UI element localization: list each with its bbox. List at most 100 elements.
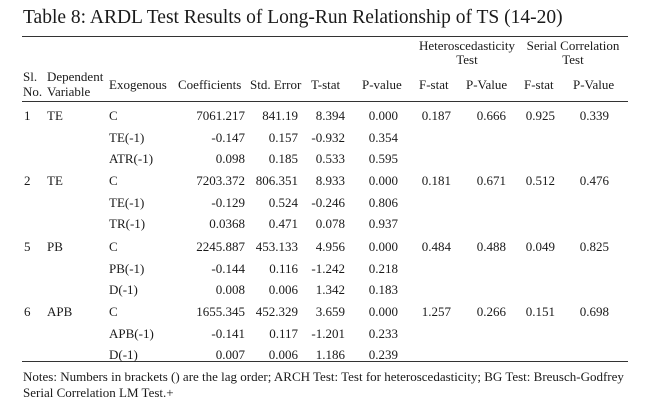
table-cell-exogenous: APB(-1) xyxy=(109,326,154,341)
table-cell-t-stat: -0.246 xyxy=(311,195,345,210)
table-cell-p-value: 0.000 xyxy=(368,173,398,188)
col-header-dependent-1: Dependent xyxy=(47,69,104,84)
col-header-p-value: P-value xyxy=(362,77,402,92)
col-header-dependent-2: Variable xyxy=(47,84,91,99)
table-cell-p-value: 0.000 xyxy=(368,108,398,123)
col-header-sl-1: Sl. xyxy=(23,69,38,84)
table-cell-coefficient: 7203.372 xyxy=(196,173,245,188)
table-cell-coefficient: -0.147 xyxy=(211,130,245,145)
table-cell-t-stat: 4.956 xyxy=(315,239,345,254)
table-cell-serial-p-value: 0.339 xyxy=(579,108,609,123)
table-cell-hetero-p-value: 0.488 xyxy=(476,239,506,254)
table-cell-coefficient: 0.098 xyxy=(215,151,245,166)
table-cell-std-error: 0.117 xyxy=(269,326,298,341)
table-title: Table 8: ARDL Test Results of Long-Run R… xyxy=(23,7,563,28)
col-header-hetero-f-stat: F-stat xyxy=(419,77,449,92)
table-cell-hetero-f-stat: 0.181 xyxy=(421,173,451,188)
table-cell-serial-p-value: 0.825 xyxy=(579,239,609,254)
table-cell-p-value: 0.806 xyxy=(368,195,398,210)
hetero-header-line1: Heteroscedasticity xyxy=(418,38,515,53)
table-cell-dependent: PB xyxy=(47,239,63,254)
col-header-serial-f-stat: F-stat xyxy=(524,77,554,92)
table-cell-hetero-p-value: 0.666 xyxy=(476,108,506,123)
table-cell-std-error: 453.133 xyxy=(255,239,298,254)
table-cell-serial-f-stat: 0.049 xyxy=(525,239,555,254)
table-cell-std-error: 452.329 xyxy=(255,304,298,319)
table-cell-sl: 2 xyxy=(24,173,31,188)
hetero-header-line2: Test xyxy=(456,52,478,67)
table-cell-std-error: 0.006 xyxy=(268,347,298,362)
table-cell-p-value: 0.239 xyxy=(368,347,398,362)
table-cell-std-error: 0.185 xyxy=(268,151,298,166)
table-cell-t-stat: -0.932 xyxy=(311,130,345,145)
table-cell-exogenous: D(-1) xyxy=(109,282,138,297)
serial-header-line2: Test xyxy=(562,52,584,67)
table-cell-sl: 5 xyxy=(24,239,31,254)
table-cell-dependent: APB xyxy=(47,304,73,319)
table-cell-serial-f-stat: 0.512 xyxy=(525,173,555,188)
table-notes: Notes: Numbers in brackets () are the la… xyxy=(23,369,624,400)
table-cell-p-value: 0.000 xyxy=(368,239,398,254)
table-cell-sl: 6 xyxy=(24,304,31,319)
table-cell-std-error: 806.351 xyxy=(255,173,298,188)
table-cell-p-value: 0.183 xyxy=(368,282,398,297)
table-cell-exogenous: TE(-1) xyxy=(109,130,145,145)
table-cell-dependent: TE xyxy=(47,108,63,123)
table-cell-coefficient: -0.129 xyxy=(211,195,245,210)
col-header-serial-p-value: P-Value xyxy=(573,77,615,92)
col-header-coefficients: Coefficients xyxy=(178,77,242,92)
table-cell-coefficient: 2245.887 xyxy=(196,239,245,254)
table-cell-exogenous: D(-1) xyxy=(109,347,138,362)
table-cell-exogenous: ATR(-1) xyxy=(109,151,154,166)
table-cell-serial-f-stat: 0.925 xyxy=(525,108,555,123)
table-cell-p-value: 0.233 xyxy=(368,326,398,341)
table-cell-t-stat: 8.933 xyxy=(315,173,345,188)
table-cell-hetero-p-value: 0.671 xyxy=(476,173,506,188)
table-cell-t-stat: 1.342 xyxy=(315,282,345,297)
table-cell-dependent: TE xyxy=(47,173,63,188)
table-cell-exogenous: C xyxy=(109,239,118,254)
table-cell-std-error: 0.116 xyxy=(269,261,298,276)
header-rule xyxy=(22,101,628,102)
table-cell-coefficient: 7061.217 xyxy=(196,108,245,123)
table-cell-t-stat: 0.533 xyxy=(315,151,345,166)
table-cell-t-stat: -1.242 xyxy=(311,261,345,276)
table-cell-coefficient: 1655.345 xyxy=(196,304,245,319)
table-cell-t-stat: 1.186 xyxy=(315,347,345,362)
table-cell-std-error: 0.471 xyxy=(268,216,298,231)
col-header-exogenous: Exogenous xyxy=(109,77,167,92)
table-cell-hetero-f-stat: 0.187 xyxy=(421,108,451,123)
col-header-sl-2: No. xyxy=(23,84,43,99)
table-cell-exogenous: C xyxy=(109,304,118,319)
table-cell-exogenous: TE(-1) xyxy=(109,195,145,210)
col-header-t-stat: T-stat xyxy=(311,77,341,92)
table-cell-p-value: 0.354 xyxy=(368,130,398,145)
table-cell-hetero-f-stat: 1.257 xyxy=(421,304,451,319)
table-cell-std-error: 0.157 xyxy=(268,130,298,145)
table-cell-coefficient: -0.141 xyxy=(211,326,245,341)
table-cell-t-stat: 8.394 xyxy=(315,108,345,123)
table-cell-serial-f-stat: 0.151 xyxy=(525,304,555,319)
table-cell-serial-p-value: 0.476 xyxy=(579,173,609,188)
table-cell-coefficient: 0.008 xyxy=(215,282,245,297)
table-cell-t-stat: -1.201 xyxy=(311,326,345,341)
table-cell-p-value: 0.218 xyxy=(368,261,398,276)
table-cell-exogenous: TR(-1) xyxy=(109,216,146,231)
table-cell-std-error: 0.006 xyxy=(268,282,298,297)
table-cell-p-value: 0.000 xyxy=(368,304,398,319)
table-cell-hetero-p-value: 0.266 xyxy=(476,304,506,319)
table-cell-coefficient: 0.007 xyxy=(215,347,245,362)
table-cell-p-value: 0.595 xyxy=(368,151,398,166)
table-cell-sl: 1 xyxy=(24,108,31,123)
table-cell-t-stat: 0.078 xyxy=(315,216,345,231)
table-cell-coefficient: 0.0368 xyxy=(209,216,245,231)
serial-header-line1: Serial Correlation xyxy=(526,38,620,53)
table-cell-hetero-f-stat: 0.484 xyxy=(421,239,451,254)
table-cell-std-error: 0.524 xyxy=(268,195,298,210)
col-header-std-error: Std. Error xyxy=(250,77,302,92)
table-cell-exogenous: C xyxy=(109,173,118,188)
table-cell-exogenous: PB(-1) xyxy=(109,261,145,276)
top-rule xyxy=(22,36,628,37)
table-cell-t-stat: 3.659 xyxy=(315,304,345,319)
col-header-hetero-p-value: P-Value xyxy=(466,77,508,92)
